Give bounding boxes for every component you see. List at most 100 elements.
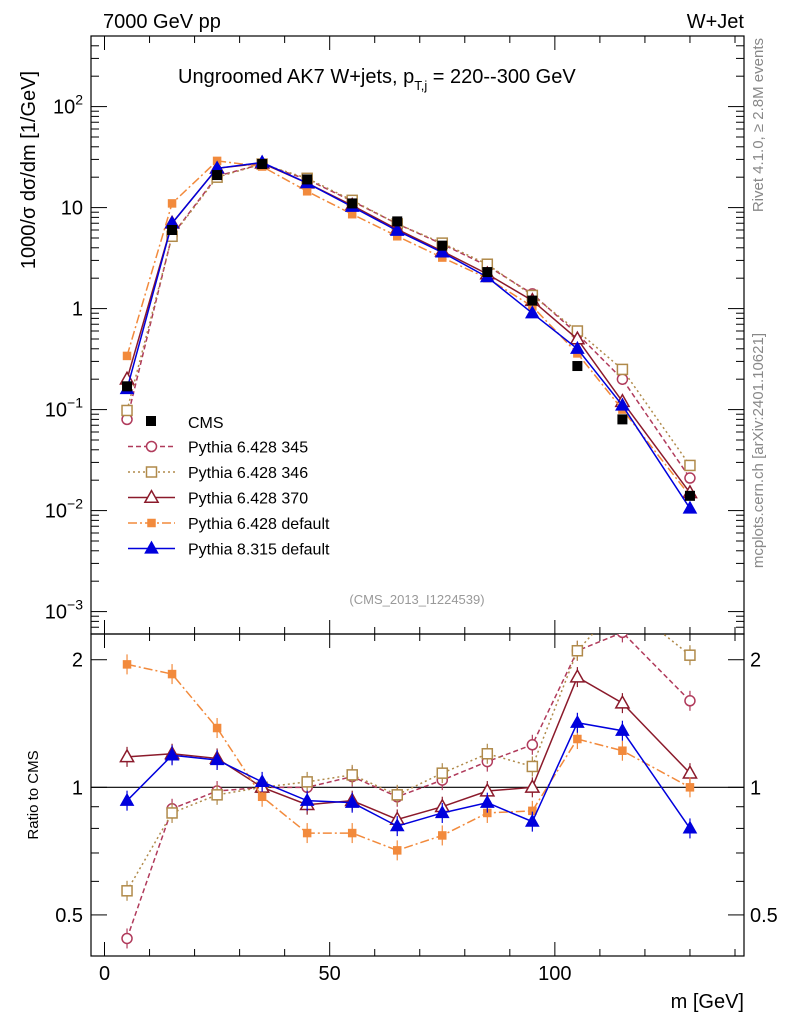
series-point [616,373,629,385]
ratio-line [126,634,691,939]
ratio-plot-frame [90,633,745,957]
ratio-point [166,807,178,819]
series-point [121,404,133,417]
y-tick-label: 10−2 [45,496,83,523]
plot-title: Ungroomed AK7 W+jets, pT,j = 220--300 Ge… [178,66,576,93]
series-main-4 [119,154,698,514]
ratio-point [257,792,267,802]
ratio-tick-label-right: 1 [750,777,761,799]
legend-label: Pythia 6.428 346 [188,465,308,482]
ratio-point [615,722,630,736]
ratio-point [618,746,627,755]
y-axis-label: 1000/σ dσ/dm [1/GeV] [18,71,40,269]
series-ratio-0 [121,634,696,949]
data-point [572,361,583,372]
legend-marker [143,489,160,504]
ratio-point [524,778,541,793]
data-point [212,170,223,181]
ratio-point [209,752,225,766]
ratio-point [573,734,582,744]
ratio-tick-label: 2 [72,650,83,672]
data-point [437,240,448,251]
series-ratio-3 [122,654,695,861]
ratio-point [438,831,447,840]
series-point [684,459,696,472]
series-ratio-2 [119,667,698,830]
ratio-point [436,767,449,779]
series-layer [119,154,698,949]
ratio-point [121,885,133,897]
ratio-y-axis-label: Ratio to CMS [25,750,42,839]
ratio-point [347,828,357,838]
series-point [616,363,629,376]
y-tick-label: 10 [61,198,83,220]
ratio-point [119,748,135,763]
ratio-point [614,694,631,709]
ratio-point [392,846,402,855]
data-point [302,174,313,185]
y-tick-label: 10−3 [45,597,83,624]
ratio-point [389,818,405,832]
ratio-point [164,747,180,761]
ratio-tick-label: 0.5 [55,905,83,927]
data-point [167,225,178,236]
ratio-point [302,828,312,838]
legend-label-data: CMS [188,415,224,432]
legend-label: Pythia 8.315 default [188,542,330,559]
mcplots-label: mcplots.cern.ch [arXiv:2401.10621] [750,333,767,568]
y-tick-label: 102 [53,92,83,119]
ratio-point [211,789,223,801]
series-point [525,305,540,319]
data-point [527,295,538,306]
series-point [570,340,585,354]
ratio-point [525,813,540,827]
x-axis-label: m [GeV] [671,991,744,1013]
ratio-point [685,783,695,792]
series-point [122,351,132,361]
series-point [389,222,405,236]
rivet-version-label: Rivet 4.1.0, ≥ 2.8M events [750,38,767,212]
ratio-tick-label: 1 [72,777,83,799]
series-main-0 [121,158,696,484]
ratio-point [570,714,585,728]
ratio-point [526,739,539,751]
ratio-point [684,649,696,661]
ratio-point [119,792,135,806]
ratio-point [481,748,494,760]
legend-label: Pythia 6.428 370 [188,491,308,508]
legend-label: Pythia 6.428 345 [188,440,308,457]
legend: CMS Pythia 6.428 345 Pythia 6.428 346 Pythi… [128,415,330,559]
series-point [684,472,696,484]
series-point [615,397,630,411]
ratio-point [569,668,586,683]
ratio-point [212,723,222,733]
data-point [684,490,695,501]
data-points [122,159,695,501]
ratio-point [346,769,358,781]
data-point [257,159,268,170]
ratio-point [122,660,132,669]
legend-marker [147,518,156,528]
data-point [482,267,493,278]
legend-marker [144,540,159,554]
ratio-point [121,932,133,945]
ratio-point [299,792,315,806]
ratio-tick-label-right: 2 [750,650,761,672]
series-ratio-1 [121,596,696,901]
header-right: W+Jet [687,11,745,33]
ratio-point [684,695,696,707]
legend-marker [145,440,158,453]
x-tick-label: 100 [538,963,571,985]
legend-label: Pythia 6.428 default [188,516,330,533]
data-point [617,414,628,425]
x-tick-label: 0 [99,963,110,985]
ratio-point [682,820,698,834]
axis-ticks: 0 50 100 10−3 10−2 10−1 1 10 102 0.5 0.5 1 1 2 2 [45,35,778,985]
ratio-point [167,669,177,679]
series-line [126,161,691,509]
ratio-point [254,774,270,788]
series-ratio-4 [119,712,698,839]
ratio-point [617,596,627,606]
ratio-tick-label-right: 0.5 [750,905,778,927]
